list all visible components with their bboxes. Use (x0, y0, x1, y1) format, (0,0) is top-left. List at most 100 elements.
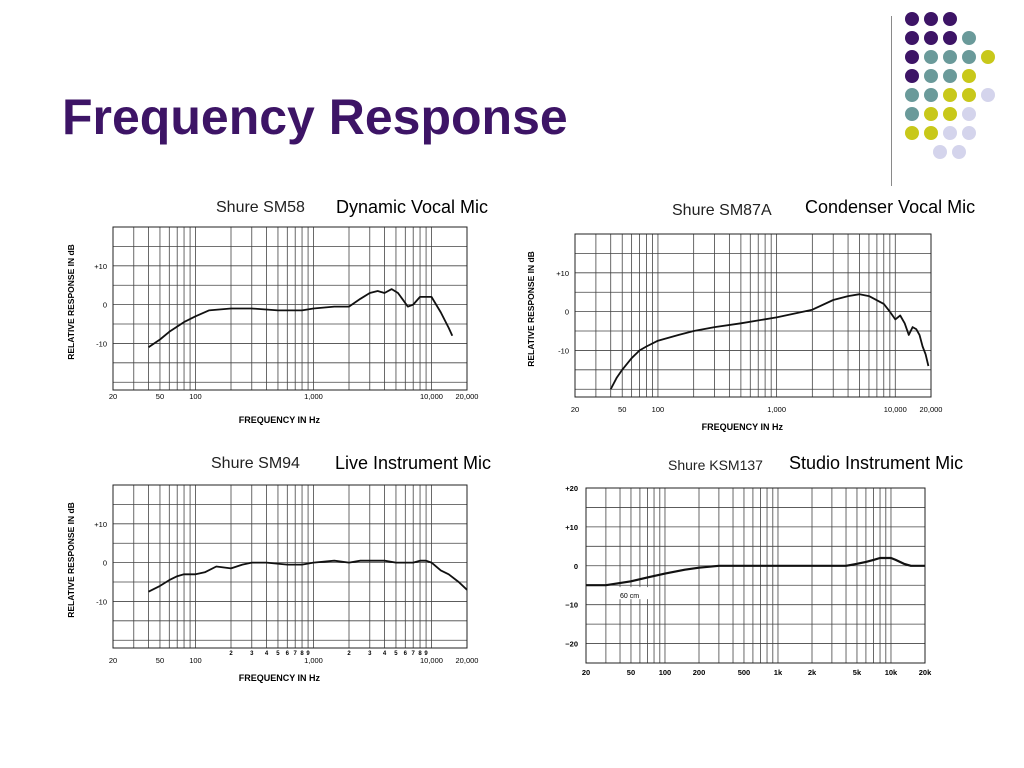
x-minor-tick-label: 5 (394, 651, 398, 657)
x-tick-label: 50 (156, 392, 164, 401)
decor-dot (962, 107, 976, 121)
plot-frame (112, 226, 468, 391)
plot-frame (112, 484, 468, 649)
panel-1-description: Dynamic Vocal Mic (336, 197, 489, 217)
chart-sm87a: +10 0 -10 20 50 100 1,000 10,000 20,000 FREQUENCY… (526, 233, 943, 432)
x-minor-tick-label: 9 (306, 651, 310, 657)
decor-dot (943, 126, 957, 140)
decor-dot (962, 88, 976, 102)
x-tick-label: 50 (627, 668, 635, 677)
x-tick-label: 2k (808, 668, 817, 677)
y-tick-label: 0 (574, 562, 578, 571)
plot-frame (585, 487, 926, 664)
decor-dot (943, 31, 957, 45)
decor-dot (962, 69, 976, 83)
panel-4-description: Studio Instrument Mic (789, 453, 964, 473)
decor-dot (924, 31, 938, 45)
decor-dot (905, 107, 919, 121)
x-tick-label: 20 (571, 405, 579, 414)
y-tick-label: -10 (558, 346, 569, 355)
decor-dot (962, 126, 976, 140)
x-tick-label: 500 (738, 668, 751, 677)
decor-dot (943, 107, 957, 121)
x-tick-label: 20k (919, 668, 932, 677)
x-tick-label: 20,000 (456, 392, 479, 401)
decor-dot (943, 88, 957, 102)
x-tick-label: 50 (156, 656, 164, 665)
y-axis-title: RELATIVE RESPONSE IN dB (66, 502, 76, 618)
x-minor-tick-label: 8 (300, 651, 304, 657)
x-tick-label: 1,000 (767, 405, 786, 414)
x-minor-tick-label: 8 (418, 651, 422, 657)
decor-dot (962, 31, 976, 45)
y-axis-title: RELATIVE RESPONSE IN dB (526, 251, 536, 367)
x-tick-label: 20 (109, 392, 117, 401)
decor-dot (952, 145, 966, 159)
y-tick-label: 0 (103, 301, 107, 310)
x-tick-label: 20,000 (920, 405, 943, 414)
x-tick-label: 5k (853, 668, 862, 677)
y-axis-title: RELATIVE RESPONSE IN dB (66, 244, 76, 360)
y-tick-label: 0 (565, 308, 569, 317)
x-tick-label: 1,000 (304, 392, 323, 401)
title-divider-line (891, 16, 892, 186)
x-axis-title: FREQUENCY IN Hz (239, 673, 321, 683)
y-tick-label: +10 (565, 523, 578, 532)
x-minor-tick-label: 3 (368, 651, 372, 657)
x-tick-label: 100 (659, 668, 672, 677)
x-tick-label: 1k (774, 668, 783, 677)
x-tick-label: 10k (885, 668, 898, 677)
x-minor-tick-label: 6 (404, 651, 408, 657)
decor-dot (905, 69, 919, 83)
x-tick-label: 50 (618, 405, 626, 414)
decor-dot (905, 88, 919, 102)
x-tick-label: 20,000 (456, 656, 479, 665)
x-minor-tick-label: 2 (229, 651, 233, 657)
y-tick-label: −20 (565, 640, 578, 649)
response-curve (148, 559, 468, 593)
y-tick-label: +10 (94, 520, 107, 529)
decor-dot (924, 107, 938, 121)
decor-dot (924, 12, 938, 26)
x-minor-tick-label: 7 (294, 651, 298, 657)
x-minor-tick-label: 6 (286, 651, 290, 657)
y-tick-label: -10 (96, 597, 107, 606)
x-axis-title: FREQUENCY IN Hz (239, 415, 321, 425)
response-curve (586, 556, 925, 587)
x-tick-label: 10,000 (884, 405, 907, 414)
x-tick-label: 10,000 (420, 392, 443, 401)
x-minor-tick-label: 9 (424, 651, 428, 657)
x-minor-tick-label: 3 (250, 651, 254, 657)
response-curve (147, 288, 454, 349)
response-curve (609, 293, 930, 390)
y-tick-label: 0 (103, 559, 107, 568)
panel-2-description: Condenser Vocal Mic (805, 197, 976, 217)
decor-dot (962, 50, 976, 64)
panel-3-description: Live Instrument Mic (335, 453, 492, 473)
x-minor-tick-label: 2 (347, 651, 351, 657)
x-axis-title: FREQUENCY IN Hz (702, 422, 784, 432)
chart-sm58: +10 0 -10 20 50 100 1,000 10,000 20,000 FREQUENCY… (66, 226, 479, 425)
decor-dot (924, 88, 938, 102)
decor-dot (981, 88, 995, 102)
y-tick-label: −10 (565, 601, 578, 610)
decor-dot (905, 31, 919, 45)
decor-dot (943, 69, 957, 83)
decor-dot (905, 50, 919, 64)
slide-title: Frequency Response (62, 89, 568, 145)
panel-1-model: Shure SM58 (216, 199, 305, 216)
annotation-box (616, 587, 649, 600)
decor-dot (924, 126, 938, 140)
panel-3-model: Shure SM94 (211, 455, 300, 472)
y-tick-label: +10 (556, 269, 569, 278)
x-tick-label: 20 (109, 656, 117, 665)
y-tick-label: -10 (96, 339, 107, 348)
decor-dot (943, 12, 957, 26)
panel-4-model: Shure KSM137 (668, 457, 763, 473)
x-tick-label: 100 (652, 405, 665, 414)
chart-annotation: 60 cm (620, 593, 639, 600)
decor-dot (905, 126, 919, 140)
decor-dot (933, 145, 947, 159)
y-tick-label: +10 (94, 262, 107, 271)
